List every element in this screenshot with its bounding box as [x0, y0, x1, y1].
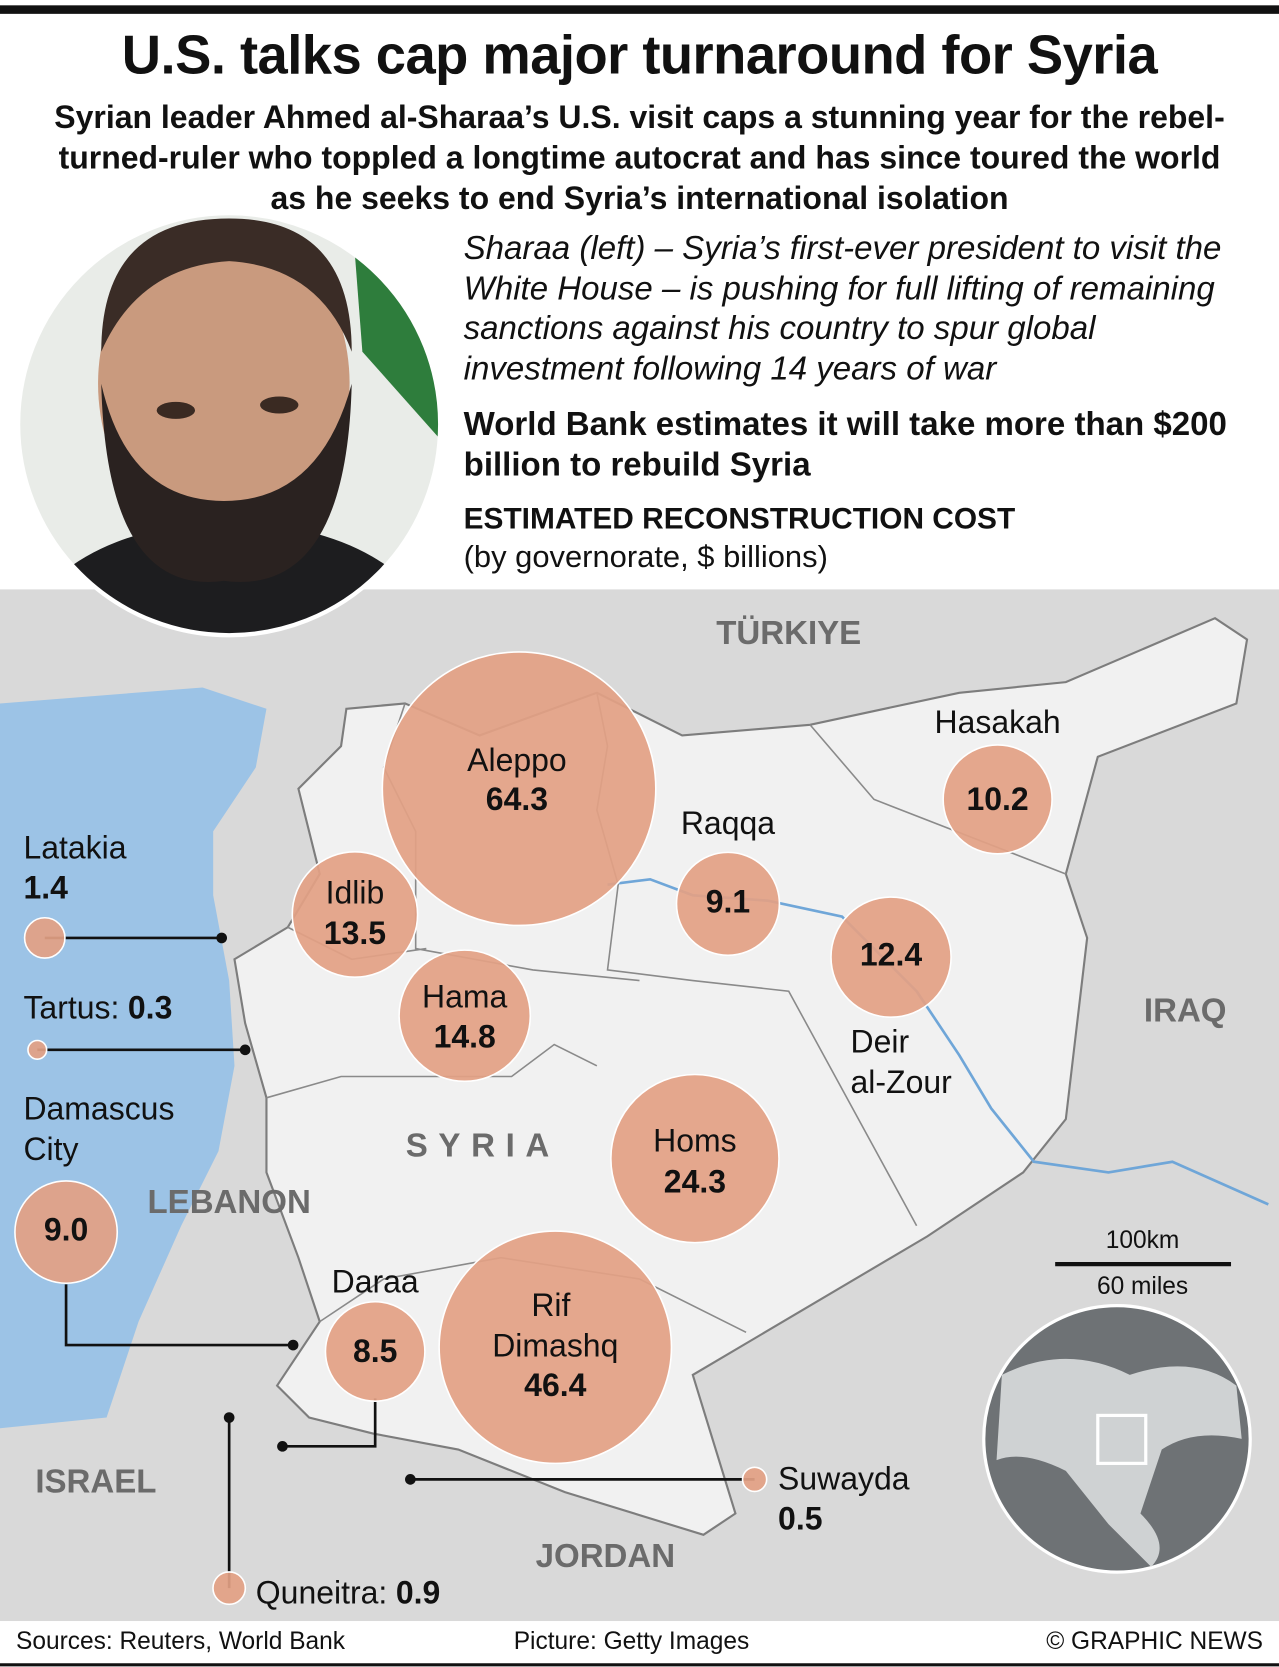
globe-inset: [982, 1304, 1252, 1574]
bubble: [610, 1073, 780, 1244]
footer-credit: © GRAPHIC NEWS: [1046, 1628, 1263, 1655]
region-value: 0.5: [778, 1500, 822, 1536]
scale-label: 60 miles: [1097, 1273, 1188, 1300]
country-label: LEBANON: [147, 1184, 310, 1221]
leader-dot: [277, 1441, 288, 1452]
region-value: 46.4: [524, 1367, 586, 1403]
country-label: IRAQ: [1144, 992, 1227, 1029]
leader-dot: [223, 1412, 235, 1423]
footer-sources: Sources: Reuters, World Bank: [16, 1628, 346, 1655]
bubble: [324, 1300, 426, 1402]
top-bar: [0, 5, 1279, 14]
region-name: Latakia: [23, 830, 126, 866]
country-label: JORDAN: [536, 1538, 675, 1575]
bubble: [291, 851, 419, 978]
suit: [26, 522, 432, 636]
region-value: 64.3: [486, 781, 548, 817]
region-name: Deir al-Zour: [851, 1024, 953, 1101]
leader-line: [64, 1284, 294, 1347]
hair: [101, 218, 352, 352]
region-name: Rif Dimashq: [492, 1287, 618, 1364]
bubble: [398, 949, 532, 1083]
chart-title: ESTIMATED RECONSTRUCTION COST: [463, 502, 1016, 536]
region-name: Damascus City: [23, 1091, 183, 1168]
region-value: 9.1: [706, 883, 750, 919]
portrait: [15, 211, 443, 638]
region-value: 8.5: [353, 1333, 397, 1369]
bubble: [23, 916, 66, 959]
bubble: [741, 1466, 768, 1493]
region-name: Daraa: [332, 1264, 419, 1300]
region-value: 24.3: [664, 1164, 726, 1200]
bubble: [212, 1571, 247, 1606]
footer-picture: Picture: Getty Images: [514, 1628, 750, 1655]
region-name: Idlib: [326, 875, 385, 911]
leader-line: [282, 1398, 377, 1448]
scale-label: 100km: [1106, 1227, 1180, 1254]
region-name: Suwayda: [778, 1461, 910, 1497]
eye: [260, 396, 299, 414]
leader-dot: [287, 1339, 299, 1351]
footer-gap: [0, 1621, 1279, 1626]
region-name: Hasakah: [935, 704, 1061, 740]
highlight: World Bank estimates it will take more t…: [463, 405, 1227, 483]
leader-dot: [239, 1044, 251, 1056]
region-value: 9.0: [44, 1212, 88, 1248]
region-value: 0.9: [396, 1575, 440, 1611]
portrait-frame: [15, 211, 443, 638]
region-label: Tartus: 0.3: [23, 990, 172, 1026]
region-value: 1.4: [23, 869, 68, 905]
country-label: ISRAEL: [35, 1463, 156, 1500]
region-value: 12.4: [860, 937, 922, 973]
region-name: Aleppo: [467, 743, 567, 779]
country-label: TÜRKIYE: [716, 615, 861, 652]
bubble: [27, 1039, 48, 1060]
bubble: [942, 744, 1053, 855]
face: [98, 223, 350, 544]
country-label: SYRIA: [406, 1128, 560, 1165]
title: U.S. talks cap major turnaround for Syri…: [121, 24, 1158, 86]
region-name: Quneitra:: [256, 1575, 388, 1611]
bubble: [675, 851, 781, 957]
bubble: [830, 896, 952, 1018]
eye: [156, 401, 196, 419]
region-name: Raqqa: [681, 805, 775, 841]
region-name: Hama: [422, 979, 507, 1015]
beard: [101, 383, 352, 582]
chart-subtitle: (by governorate, $ billions): [463, 540, 828, 575]
bubble: [14, 1180, 119, 1285]
region-value: 0.3: [128, 990, 172, 1026]
region-value: 10.2: [966, 781, 1028, 817]
leader-dot: [216, 932, 228, 944]
bubble: [438, 1230, 673, 1465]
inset-box: [1096, 1413, 1148, 1465]
caption: Sharaa (left) – Syria’s first-ever presi…: [463, 229, 1222, 387]
region-name: Homs: [653, 1123, 736, 1159]
leader-dot: [405, 1474, 416, 1485]
bubble: [381, 651, 657, 927]
region-value: 13.5: [324, 915, 386, 951]
subtitle: Syrian leader Ahmed al-Sharaa’s U.S. vis…: [54, 100, 1225, 217]
region-label: Quneitra: 0.9: [256, 1575, 440, 1611]
region-name: Tartus:: [23, 990, 119, 1026]
region-value: 14.8: [434, 1019, 496, 1055]
